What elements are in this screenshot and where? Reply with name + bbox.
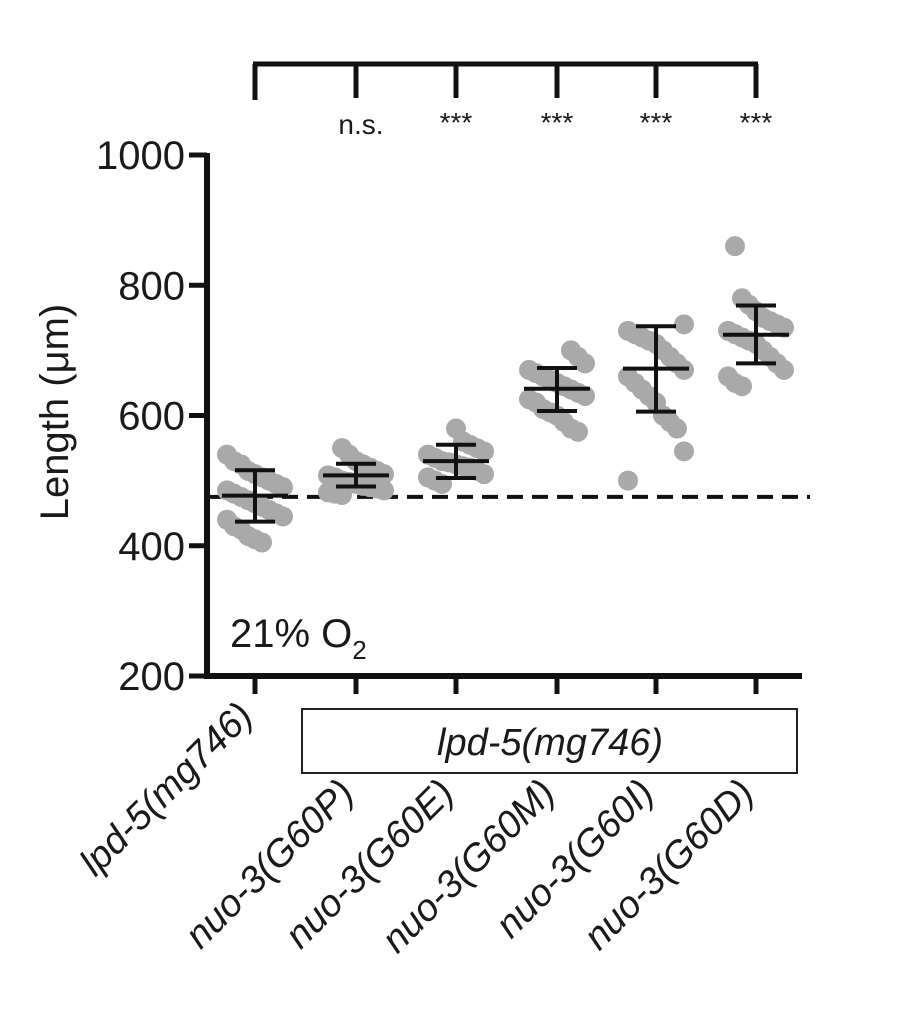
data-points-layer [217,236,794,553]
data-point-3-2 [575,353,595,374]
y-tick-label-800: 800 [118,264,185,308]
y-tick-label-1000: 1000 [96,134,185,178]
data-point-3-11 [575,385,595,406]
data-point-0-23 [252,532,272,553]
data-point-3-19 [568,421,588,442]
data-point-1-18 [332,484,352,505]
data-point-4-0 [674,314,694,335]
oxygen-annotation-text: 21% O [230,612,352,656]
data-point-0-17 [273,506,293,527]
data-point-5-16 [774,359,794,380]
significance-label-4: *** [640,107,673,138]
y-tick-label-600: 600 [118,395,185,439]
data-point-5-0 [725,236,745,257]
axes-layer [189,61,802,694]
error-bars-layer [222,303,789,524]
y-tick-label-200: 200 [118,655,185,699]
y-tick-label-400: 400 [118,525,185,569]
labels-layer: Length (μm) 21% O2 lpd-5(mg746) 200 400 60… [33,107,798,961]
data-point-5-19 [732,376,752,397]
oxygen-annotation-subscript: 2 [352,635,366,665]
significance-label-3: *** [541,107,574,138]
data-point-0-8 [273,477,293,498]
data-point-4-19 [618,470,638,491]
group-label-box [301,708,798,774]
significance-label-5: *** [740,107,773,138]
group-label: lpd-5(mg746) [437,722,663,764]
data-point-5-7 [774,317,794,338]
data-point-2-4 [474,441,494,462]
data-point-2-13 [474,464,494,485]
significance-label-2: *** [440,107,473,138]
y-axis-label: Length (μm) [33,304,77,520]
category-label-0: lpd-5(mg746) [72,695,262,885]
significance-label-1: n.s. [338,109,383,140]
data-point-4-18 [674,441,694,462]
category-label-3: nuo-3(G60M) [374,772,563,961]
oxygen-annotation: 21% O2 [230,612,367,665]
data-point-1-15 [374,480,394,501]
data-point-4-17 [667,418,687,439]
